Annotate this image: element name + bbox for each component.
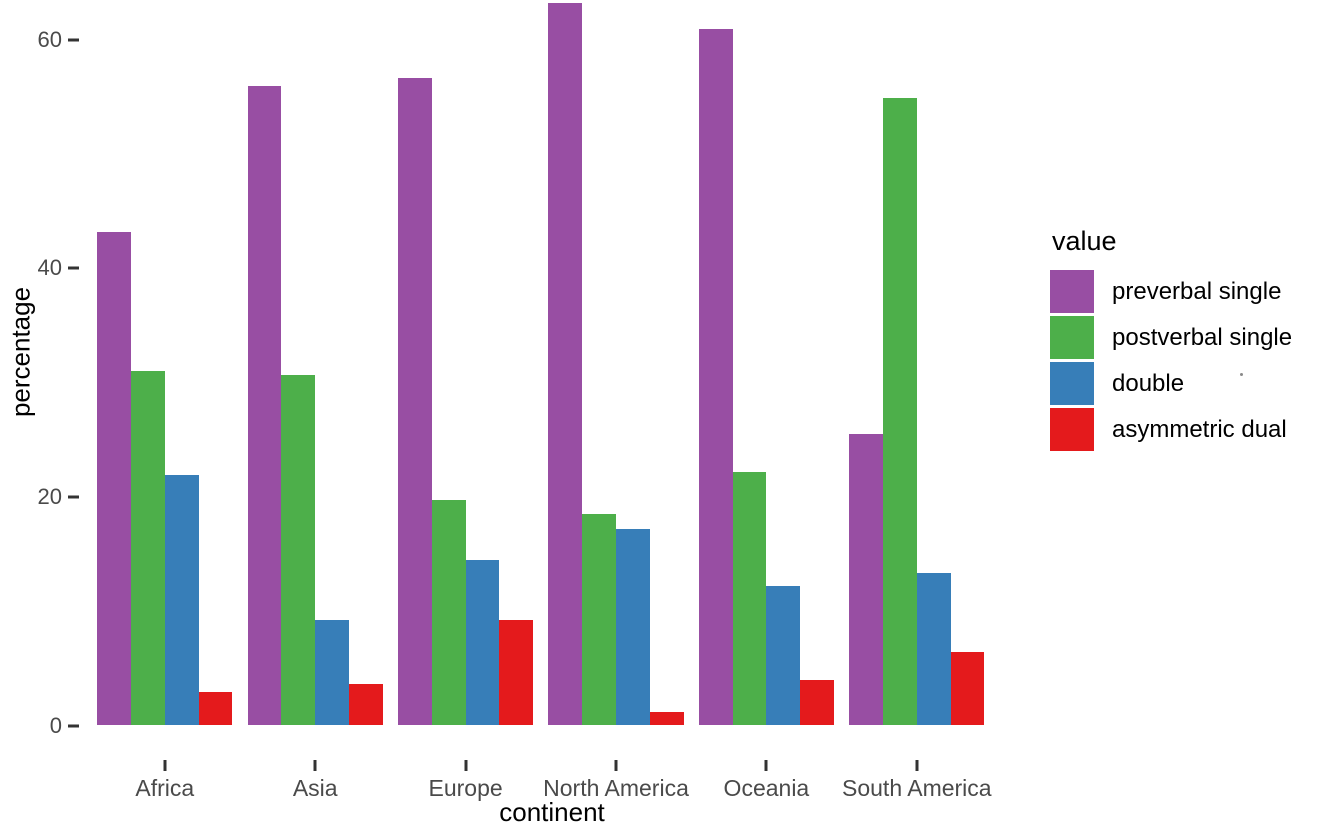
bar-postverbal-single-europe xyxy=(431,500,466,726)
y-axis-title: percentage xyxy=(5,286,36,418)
y-tick-label-20: 20 xyxy=(37,483,62,509)
x-tick-label-oceania: Oceania xyxy=(723,775,810,801)
x-tick-mark-africa xyxy=(163,760,167,771)
bar-preverbal-single-africa xyxy=(97,231,131,726)
bar-double-south-america xyxy=(916,573,951,726)
bar-postverbal-single-south-america xyxy=(883,97,917,726)
legend-swatch-asymmetric-dual xyxy=(1050,408,1094,451)
legend-swatch-preverbal-single xyxy=(1050,270,1094,313)
y-tick-label-60: 60 xyxy=(37,26,62,52)
x-tick-label-europe: Europe xyxy=(428,775,503,801)
legend-items: preverbal single postverbal single double a… xyxy=(1050,270,1292,451)
bar-preverbal-single-north-america xyxy=(548,2,583,726)
legend-label-preverbal-single: preverbal single xyxy=(1112,277,1282,305)
y-tick-label-0: 0 xyxy=(49,712,62,738)
bar-asymmetric-dual-south-america xyxy=(950,652,985,726)
x-tick-mark-asia xyxy=(313,760,317,771)
x-axis-title: continent xyxy=(499,797,605,827)
y-tick-mark-40 xyxy=(68,266,79,270)
legend-label-asymmetric-dual: asymmetric dual xyxy=(1112,415,1287,443)
bar-asymmetric-dual-europe xyxy=(499,620,534,726)
bar-asymmetric-dual-asia xyxy=(349,684,383,726)
plot-area: 0 20 40 60 Africa Asia Europe North America Ocea… xyxy=(37,2,992,801)
x-tick-mark-north-america xyxy=(614,760,618,771)
y-tick-mark-60 xyxy=(68,38,79,42)
x-tick-label-asia: Asia xyxy=(292,775,338,801)
y-tick-mark-20 xyxy=(68,495,79,499)
legend-item-postverbal-single: postverbal single xyxy=(1050,316,1292,359)
legend-label-double: double xyxy=(1112,369,1185,397)
bar-double-africa xyxy=(164,475,199,726)
bar-preverbal-single-oceania xyxy=(698,29,733,726)
bar-preverbal-single-south-america xyxy=(849,433,883,726)
bar-postverbal-single-oceania xyxy=(732,471,767,726)
bar-preverbal-single-asia xyxy=(247,86,282,726)
bar-postverbal-single-north-america xyxy=(582,513,616,726)
legend-label-postverbal-single: postverbal single xyxy=(1112,323,1293,351)
legend-title: value xyxy=(1052,226,1117,256)
bar-double-oceania xyxy=(766,586,801,726)
x-tick-label-africa: Africa xyxy=(135,775,195,801)
stray-dot xyxy=(1240,373,1243,376)
x-tick-mark-europe xyxy=(464,760,468,771)
x-tick-label-north-america: North America xyxy=(543,775,689,801)
legend-item-preverbal-single: preverbal single xyxy=(1050,270,1292,313)
x-tick-mark-south-america xyxy=(915,760,919,771)
y-tick-label-40: 40 xyxy=(37,255,62,281)
bar-double-north-america xyxy=(616,528,650,726)
legend-item-double: double xyxy=(1050,362,1292,405)
bar-double-europe xyxy=(465,559,500,726)
legend: value preverbal single postverbal single d… xyxy=(1050,228,1292,454)
bar-double-asia xyxy=(315,620,349,726)
bar-postverbal-single-asia xyxy=(281,374,316,726)
y-tick-mark-0 xyxy=(68,724,79,727)
bar-preverbal-single-europe xyxy=(398,78,432,726)
legend-swatch-postverbal-single xyxy=(1050,316,1094,359)
bar-asymmetric-dual-africa xyxy=(198,692,233,726)
legend-swatch-double xyxy=(1050,362,1094,405)
bar-asymmetric-dual-north-america xyxy=(649,711,684,726)
bar-asymmetric-dual-oceania xyxy=(800,679,834,726)
x-tick-label-south-america: South America xyxy=(842,775,992,801)
legend-item-asymmetric-dual: asymmetric dual xyxy=(1050,408,1292,451)
x-tick-mark-oceania xyxy=(764,760,768,771)
bar-postverbal-single-africa xyxy=(131,371,165,726)
